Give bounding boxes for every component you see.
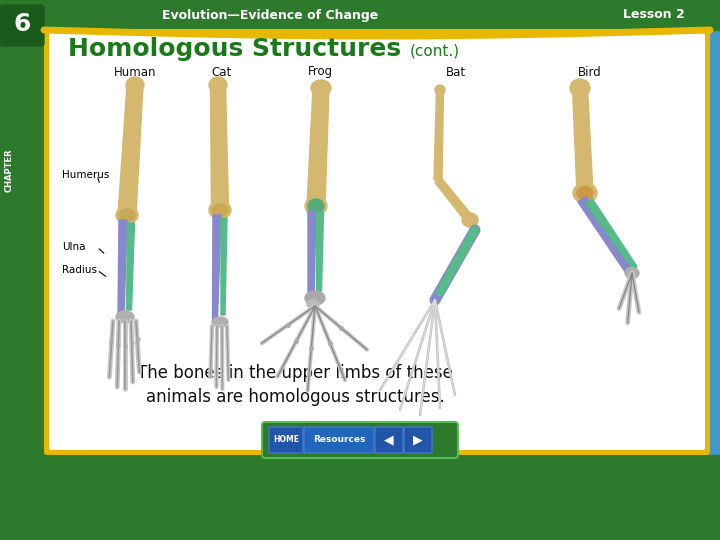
Polygon shape bbox=[572, 87, 593, 193]
Text: Evolution—Evidence of Change: Evolution—Evidence of Change bbox=[162, 9, 378, 22]
Ellipse shape bbox=[126, 77, 144, 93]
Text: Humerus: Humerus bbox=[62, 170, 109, 180]
Polygon shape bbox=[118, 84, 143, 215]
Ellipse shape bbox=[308, 199, 324, 213]
Ellipse shape bbox=[209, 201, 231, 219]
Ellipse shape bbox=[209, 77, 227, 93]
Ellipse shape bbox=[212, 204, 228, 216]
Ellipse shape bbox=[462, 213, 478, 227]
Bar bbox=[44, 0, 720, 30]
Text: Frog: Frog bbox=[307, 65, 333, 78]
Text: Homologous Structures: Homologous Structures bbox=[68, 37, 401, 61]
FancyBboxPatch shape bbox=[304, 427, 374, 453]
Text: Bat: Bat bbox=[446, 65, 466, 78]
Text: Bird: Bird bbox=[578, 65, 602, 78]
Text: 6: 6 bbox=[13, 12, 31, 36]
Ellipse shape bbox=[577, 186, 593, 199]
Text: Cat: Cat bbox=[212, 65, 232, 78]
Ellipse shape bbox=[311, 80, 331, 96]
Polygon shape bbox=[127, 223, 135, 310]
Polygon shape bbox=[308, 211, 316, 296]
Polygon shape bbox=[585, 199, 637, 269]
Text: (cont.): (cont.) bbox=[410, 44, 460, 58]
FancyBboxPatch shape bbox=[44, 29, 710, 455]
FancyBboxPatch shape bbox=[0, 5, 44, 46]
Text: Human: Human bbox=[114, 65, 156, 78]
Text: CHAPTER: CHAPTER bbox=[4, 148, 14, 192]
Ellipse shape bbox=[307, 300, 319, 308]
Polygon shape bbox=[221, 218, 227, 315]
Polygon shape bbox=[317, 212, 323, 291]
Ellipse shape bbox=[119, 209, 135, 221]
Text: ◀: ◀ bbox=[384, 434, 394, 447]
Ellipse shape bbox=[625, 267, 639, 279]
Text: ▶: ▶ bbox=[413, 434, 423, 447]
Polygon shape bbox=[434, 90, 444, 180]
Ellipse shape bbox=[116, 311, 134, 323]
Bar bbox=[0, 0, 44, 540]
Ellipse shape bbox=[573, 183, 597, 203]
Text: Radius: Radius bbox=[62, 265, 97, 275]
Text: Lesson 2: Lesson 2 bbox=[624, 9, 685, 22]
Ellipse shape bbox=[305, 291, 325, 305]
Polygon shape bbox=[212, 215, 221, 320]
FancyBboxPatch shape bbox=[49, 33, 705, 450]
FancyBboxPatch shape bbox=[404, 427, 432, 453]
Polygon shape bbox=[0, 455, 720, 540]
Polygon shape bbox=[578, 196, 633, 275]
FancyBboxPatch shape bbox=[262, 422, 458, 458]
Text: Ulna: Ulna bbox=[62, 242, 86, 252]
Ellipse shape bbox=[116, 206, 138, 224]
Text: Resources: Resources bbox=[312, 435, 365, 444]
Polygon shape bbox=[307, 87, 329, 206]
Polygon shape bbox=[435, 178, 474, 223]
Ellipse shape bbox=[212, 317, 228, 327]
FancyBboxPatch shape bbox=[375, 427, 403, 453]
Polygon shape bbox=[210, 85, 228, 210]
Ellipse shape bbox=[435, 85, 445, 95]
Text: HOME: HOME bbox=[273, 435, 299, 444]
Ellipse shape bbox=[570, 79, 590, 97]
Polygon shape bbox=[118, 220, 127, 315]
Ellipse shape bbox=[305, 197, 327, 215]
Text: The bones in the upper limbs of these
animals are homologous structures.: The bones in the upper limbs of these an… bbox=[137, 363, 453, 407]
FancyBboxPatch shape bbox=[269, 427, 303, 453]
